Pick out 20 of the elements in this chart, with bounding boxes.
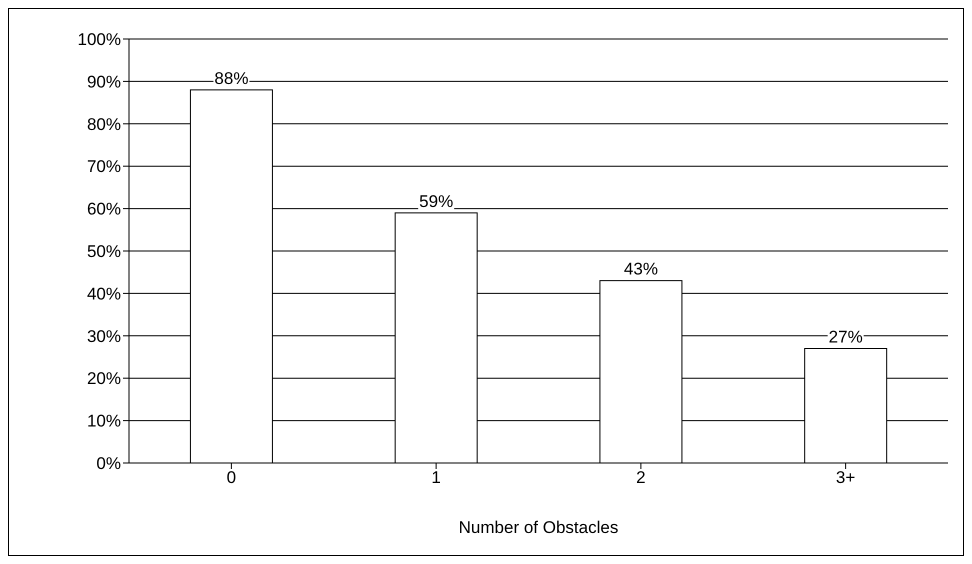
data-label: 59% [419, 192, 454, 211]
x-tick-label: 2 [636, 468, 646, 488]
data-label: 88% [214, 68, 248, 88]
x-tick-label: 1 [431, 468, 441, 488]
y-tick-label: 50% [86, 242, 121, 262]
y-tick-label: 20% [86, 369, 121, 388]
y-tick-label: 70% [86, 157, 121, 176]
y-tick-label: 80% [86, 114, 121, 134]
x-tick-label: 3+ [836, 468, 856, 488]
y-tick-label: 0% [96, 454, 121, 474]
y-tick-label: 40% [86, 284, 121, 304]
x-axis-title: Number of Obstacles [458, 518, 618, 537]
y-tick-label: 60% [86, 200, 121, 219]
data-label: 27% [828, 328, 863, 347]
data-label: 43% [624, 260, 658, 279]
y-tick-label: 100% [78, 30, 121, 50]
x-tick-label: 0 [226, 468, 236, 488]
y-tick-label: 10% [86, 412, 121, 431]
y-tick-label: 90% [86, 72, 121, 92]
y-tick-label: 30% [86, 326, 121, 346]
